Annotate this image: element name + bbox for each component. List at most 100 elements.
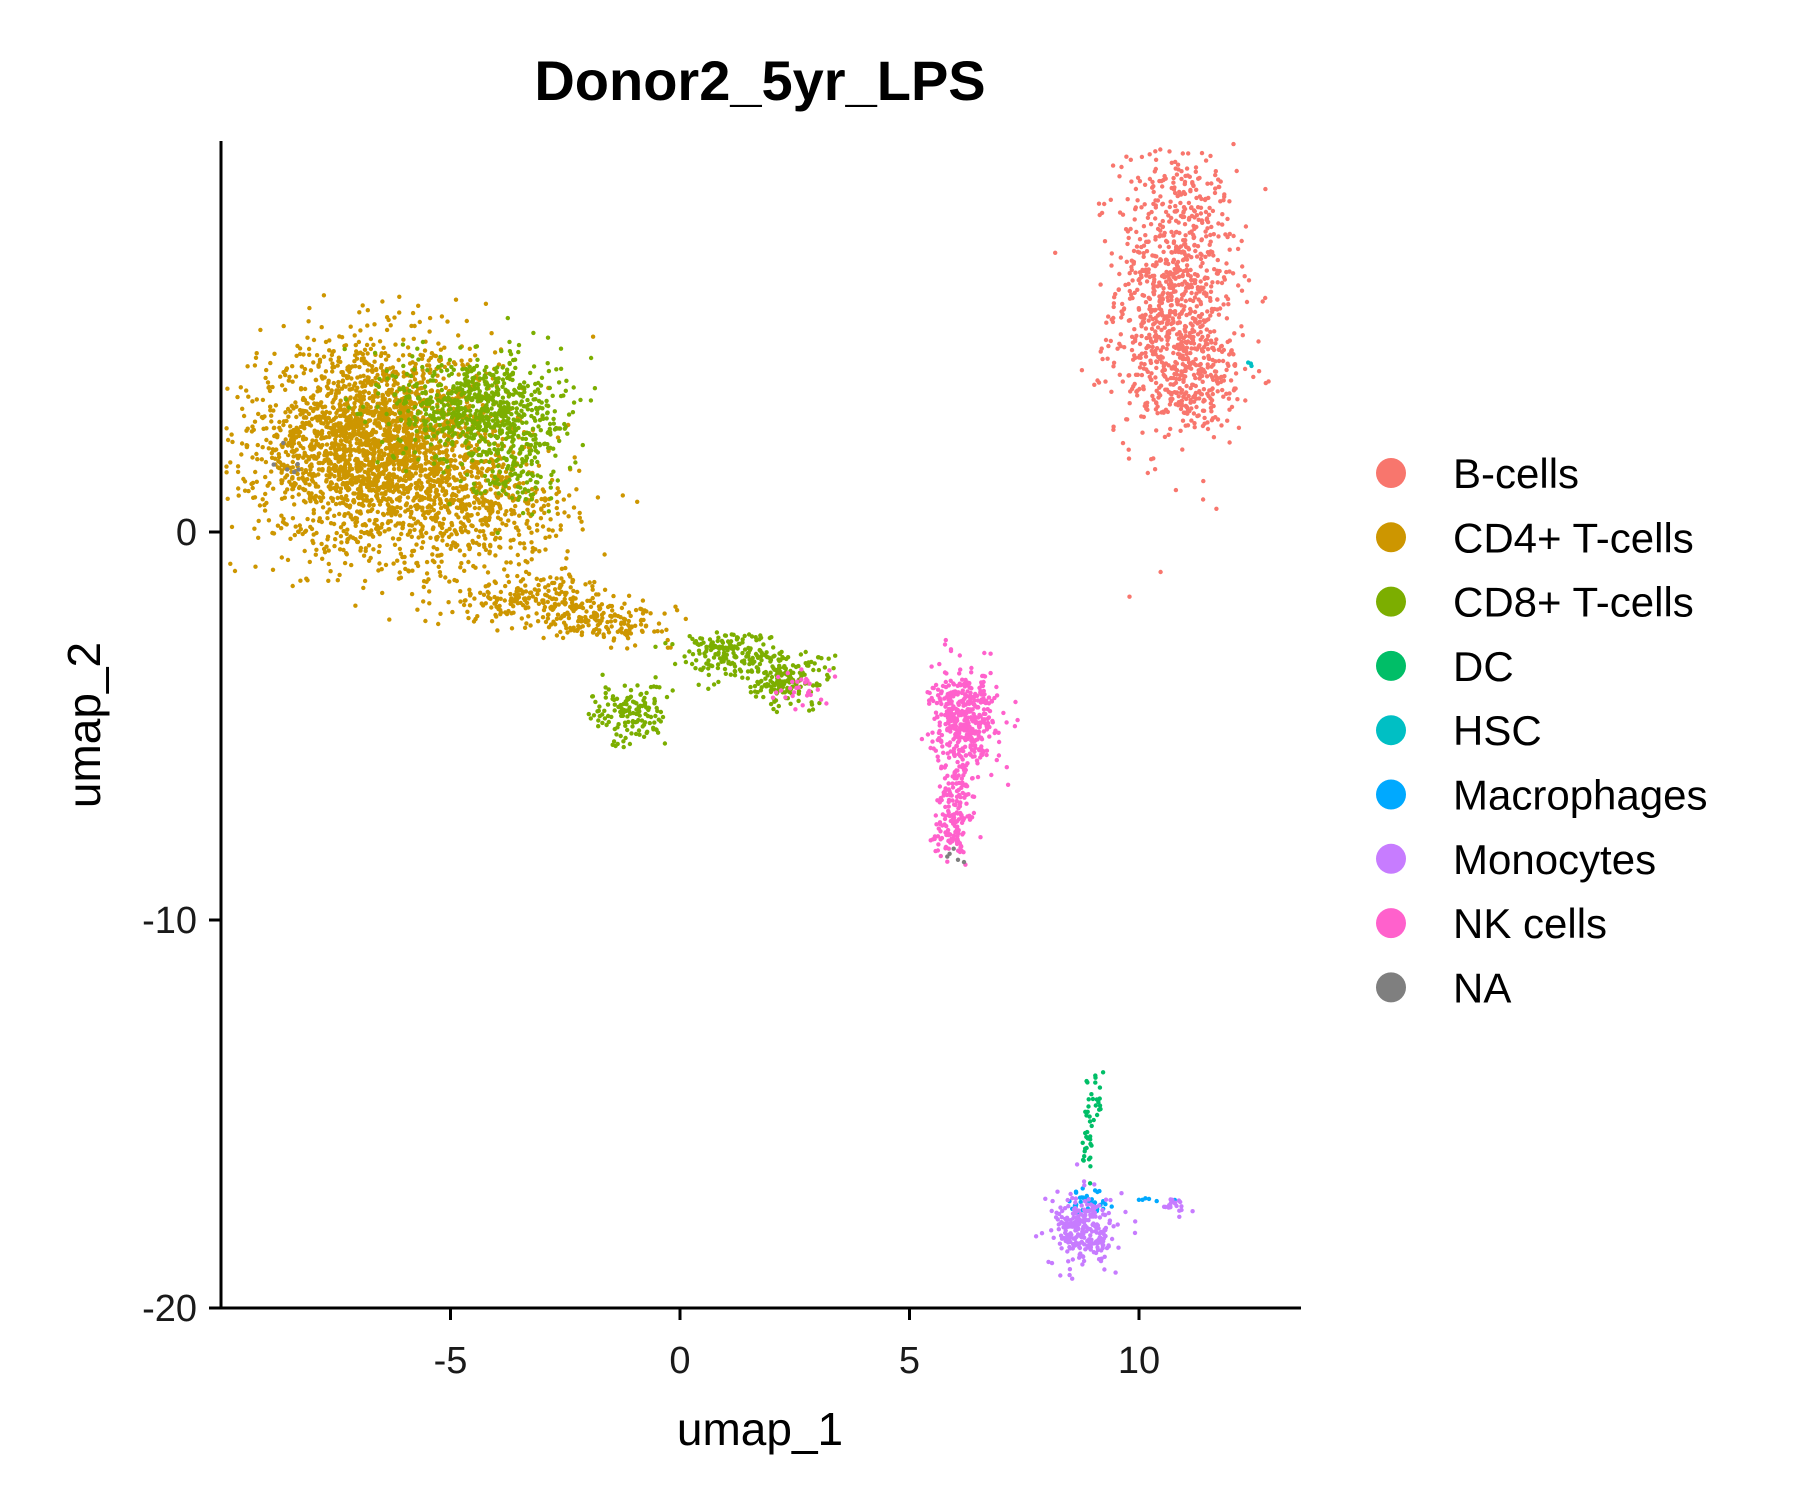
data-point: [270, 384, 275, 390]
data-point: [271, 425, 277, 431]
data-point: [379, 411, 384, 417]
data-point: [1150, 393, 1155, 399]
data-point: [407, 388, 412, 393]
data-point: [354, 480, 359, 485]
data-point: [381, 512, 387, 518]
data-point: [1208, 401, 1214, 406]
data-point: [642, 608, 647, 613]
data-point: [1181, 238, 1186, 243]
data-point: [1183, 233, 1188, 238]
data-point: [508, 545, 513, 550]
data-point: [301, 498, 307, 504]
data-point: [1224, 269, 1229, 275]
data-point: [1183, 339, 1188, 345]
data-point: [277, 465, 282, 471]
data-point: [346, 405, 352, 410]
data-point: [437, 570, 443, 575]
data-point: [293, 374, 299, 379]
data-point: [556, 602, 561, 607]
data-point: [1137, 365, 1143, 370]
data-point: [1152, 169, 1158, 174]
data-point: [1150, 179, 1155, 185]
data-point: [388, 323, 393, 328]
data-point: [464, 421, 469, 426]
data-point: [1129, 347, 1135, 353]
data-point: [344, 551, 349, 556]
data-point: [372, 322, 377, 327]
data-point: [428, 422, 433, 427]
data-point: [393, 392, 398, 397]
data-point: [1232, 331, 1237, 336]
data-point: [1215, 297, 1220, 302]
data-point: [1219, 423, 1224, 428]
data-point: [1201, 355, 1207, 360]
data-point: [314, 353, 320, 358]
data-point: [1157, 306, 1162, 311]
data-point: [476, 415, 482, 420]
data-point: [463, 598, 468, 603]
data-point: [543, 498, 548, 503]
data-point: [343, 502, 349, 507]
data-point: [458, 433, 463, 438]
data-point: [1127, 288, 1133, 294]
data-point: [481, 542, 487, 547]
data-point: [583, 614, 588, 620]
data-point: [503, 583, 508, 589]
data-point: [270, 447, 275, 452]
data-point: [626, 593, 632, 598]
data-point: [456, 372, 461, 377]
data-point: [572, 628, 577, 633]
data-point: [1155, 411, 1160, 416]
data-point: [1192, 226, 1197, 231]
data-point: [340, 379, 345, 384]
data-point: [417, 425, 423, 430]
data-point: [366, 476, 371, 481]
data-point: [1141, 224, 1147, 229]
data-point: [465, 609, 470, 614]
data-point: [1153, 149, 1158, 154]
data-point: [626, 610, 632, 615]
data-point: [1102, 239, 1108, 244]
data-point: [535, 387, 541, 392]
data-point: [531, 330, 536, 336]
data-point: [1205, 219, 1211, 225]
data-point: [351, 491, 356, 496]
data-point: [329, 495, 334, 501]
data-point: [332, 474, 337, 479]
data-point: [357, 394, 362, 399]
data-point: [383, 485, 388, 490]
data-point: [462, 524, 467, 529]
data-point: [540, 600, 546, 605]
data-point: [1160, 224, 1165, 230]
data-point: [626, 618, 631, 624]
data-point: [1169, 281, 1174, 286]
data-point: [346, 536, 351, 541]
data-point: [315, 418, 320, 423]
data-point: [1194, 291, 1199, 296]
data-point: [296, 476, 301, 481]
data-point: [1142, 182, 1148, 187]
data-point: [290, 486, 296, 492]
data-point: [259, 457, 264, 462]
data-point: [427, 493, 432, 498]
data-point: [1184, 166, 1190, 171]
data-point: [504, 475, 509, 480]
data-point: [1211, 232, 1217, 237]
data-point: [365, 436, 370, 441]
data-point: [388, 497, 393, 502]
data-point: [331, 380, 336, 386]
data-point: [1174, 172, 1180, 177]
data-point: [566, 412, 572, 417]
data-point: [1146, 211, 1151, 217]
data-point: [435, 511, 440, 517]
data-point: [543, 585, 548, 590]
data-point: [264, 437, 269, 443]
data-point: [304, 576, 309, 581]
data-point: [311, 507, 316, 513]
data-point: [353, 342, 358, 348]
data-point: [518, 579, 524, 584]
data-point: [1192, 392, 1198, 398]
data-point: [519, 616, 524, 621]
data-point: [1203, 275, 1208, 280]
data-point: [1204, 234, 1209, 239]
